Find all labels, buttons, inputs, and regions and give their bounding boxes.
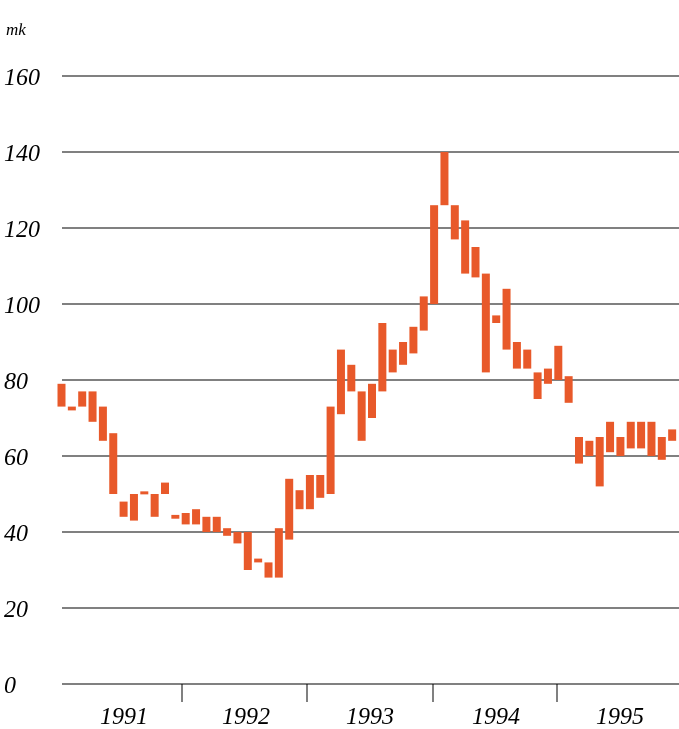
x-axis: 1991 1992 1993 1994 1995 [100,684,644,729]
range-bar [419,296,428,331]
y-tick-label: 80 [4,369,28,395]
range-bar [326,406,335,494]
x-period-label: 1992 [222,704,270,729]
range-bar [512,342,521,369]
y-tick-label: 140 [4,141,40,167]
range-bar [150,494,159,517]
range-bar [254,558,263,563]
range-bar [274,528,283,578]
range-bar [492,315,501,323]
bars [57,152,677,578]
range-bar [481,273,490,373]
range-bar [471,247,480,278]
range-bar [305,475,314,510]
range-bar [502,288,511,350]
range-bar [129,494,138,521]
range-bar [606,421,615,453]
range-bar [285,478,294,540]
range-bar [202,516,211,532]
range-bar [430,205,439,304]
range-bar [109,433,118,494]
range-bar [378,323,387,392]
range-bar [98,406,107,441]
range-bar [637,421,646,449]
range-bar [657,437,666,460]
range-bar [212,516,221,532]
y-tick-label: 160 [4,65,40,91]
range-bar [223,528,232,536]
range-bar [192,509,201,525]
range-bar [595,437,604,487]
y-tick-label: 120 [4,217,40,243]
range-bar [295,490,304,510]
x-period-label: 1991 [100,704,148,729]
range-bar [140,491,149,495]
range-bar [161,482,169,494]
range-bar [450,205,459,240]
range-bar [243,532,252,570]
range-bar [564,376,573,403]
range-bar [554,345,563,380]
range-bar [181,513,190,525]
y-tick-label: 40 [4,521,28,547]
range-bar [119,501,128,517]
range-bar [78,391,87,407]
x-period-label: 1995 [596,704,644,729]
range-bar [347,364,356,392]
range-bar [357,391,366,441]
range-bar [233,532,242,544]
range-bar [409,326,418,354]
x-period-label: 1993 [346,704,394,729]
range-bar [88,391,97,422]
y-tick-label: 60 [4,445,28,471]
range-bar [264,562,273,578]
range-bar [668,429,677,441]
gridlines [62,75,679,685]
range-bar [647,421,656,456]
range-bar [461,220,470,274]
range-bar [440,152,449,206]
range-bar [626,421,635,449]
y-axis-labels: 0 20 40 60 80 100 120 140 160 [4,65,40,699]
range-bar [336,349,345,415]
range-bar [368,383,376,418]
y-tick-label: 0 [4,673,16,699]
x-period-label: 1994 [472,704,520,729]
unit-label: mk [6,20,26,39]
range-bar [67,406,76,411]
range-bar [57,383,66,407]
range-bar [399,342,408,365]
range-bar [533,372,542,399]
range-bar [585,440,594,456]
range-bar [388,349,397,373]
range-bar [523,349,532,369]
range-bar [171,514,180,519]
range-bar [543,368,552,384]
range-bar [316,475,325,498]
range-bar [616,437,625,456]
range-bar [575,437,583,464]
y-tick-label: 20 [4,597,28,623]
y-tick-label: 100 [4,293,40,319]
